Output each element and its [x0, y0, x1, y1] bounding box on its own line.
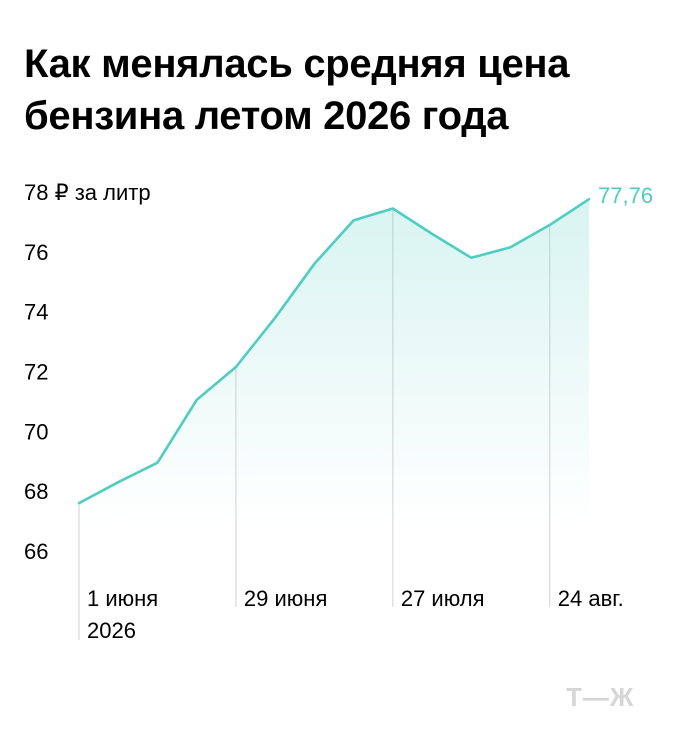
y-tick-label: 66 — [24, 539, 48, 564]
x-tick-label: 24 авг. — [558, 586, 624, 611]
y-tick-label: 72 — [24, 360, 48, 385]
y-tick-label: 70 — [24, 419, 48, 444]
y-tick-label: 68 — [24, 479, 48, 504]
x-tick-label: 29 июня — [244, 586, 327, 611]
y-tick-label: 78 ₽ за литр — [24, 180, 151, 205]
y-tick-label: 74 — [24, 300, 48, 325]
x-tick-label: 1 июня — [87, 586, 158, 611]
x-tick-label-year: 2026 — [87, 618, 136, 643]
last-value-label: 77,76 — [598, 183, 653, 208]
chart-title: Как менялась средняя цена бензина летом … — [24, 42, 570, 138]
y-tick-label: 76 — [24, 240, 48, 265]
x-tick-label: 27 июля — [401, 586, 485, 611]
price-line — [77, 197, 591, 505]
area-fill — [79, 199, 589, 525]
tzh-logo: Т—Ж — [566, 682, 635, 712]
